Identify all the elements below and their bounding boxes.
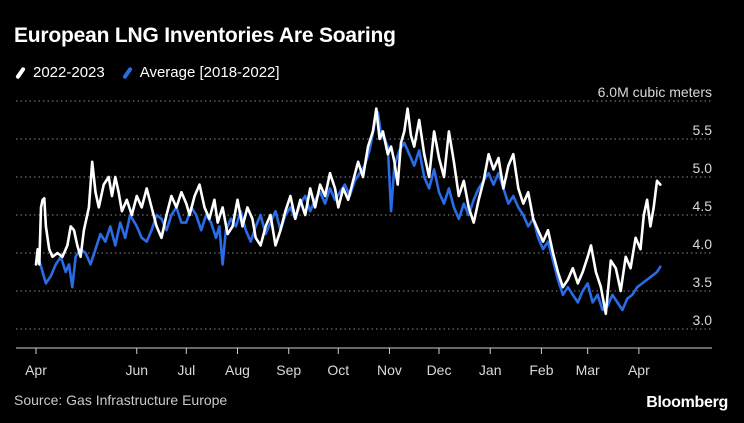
x-tick-label-3: Aug <box>225 362 250 378</box>
series-lines <box>34 107 662 316</box>
x-tick-label-0: Apr <box>25 362 47 378</box>
legend-item-average: Average [2018-2022] <box>121 64 280 81</box>
y-tick-label-1: 5.5 <box>693 122 713 138</box>
y-tick-label-6: 3.0 <box>693 312 713 328</box>
x-axis: Apr Jun Jul Aug Sep Oct Nov Dec Jan Feb Mar Apr <box>16 347 712 378</box>
legend-label-average: Average [2018-2022] <box>139 64 280 81</box>
legend: 2022-2023 Average [2018-2022] <box>14 64 280 81</box>
x-tick-label-9: Feb <box>529 362 553 378</box>
y-tick-label-4: 4.0 <box>693 236 713 252</box>
x-tick-label-10: Mar <box>576 362 600 378</box>
x-tick-label-1: Jun <box>125 362 148 378</box>
x-tick-label-4: Sep <box>276 362 301 378</box>
y-tick-label-3: 4.5 <box>693 198 713 214</box>
y-tick-label-2: 5.0 <box>693 160 713 176</box>
series-line-2022-2023 <box>34 107 662 316</box>
chart-title: European LNG Inventories Are Soaring <box>14 24 396 47</box>
y-tick-label-0: 6.0M cubic meters <box>598 84 712 100</box>
y-axis-ticks: 6.0M cubic meters 5.5 5.0 4.5 4.0 3.5 3.0 <box>598 84 713 328</box>
x-tick-label-5: Oct <box>327 362 349 378</box>
legend-label-2022-2023: 2022-2023 <box>33 64 105 81</box>
bloomberg-logo: Bloomberg <box>646 394 728 411</box>
x-tick-label-7: Dec <box>427 362 452 378</box>
source-note: Source: Gas Infrastructure Europe <box>14 392 228 408</box>
y-tick-label-5: 3.5 <box>693 274 713 290</box>
x-tick-label-11: Apr <box>628 362 650 378</box>
legend-item-2022-2023: 2022-2023 <box>14 64 105 81</box>
x-tick-label-2: Jul <box>177 362 195 378</box>
x-tick-label-6: Nov <box>377 362 402 378</box>
series-line-average <box>34 111 662 312</box>
x-tick-label-8: Jan <box>479 362 502 378</box>
